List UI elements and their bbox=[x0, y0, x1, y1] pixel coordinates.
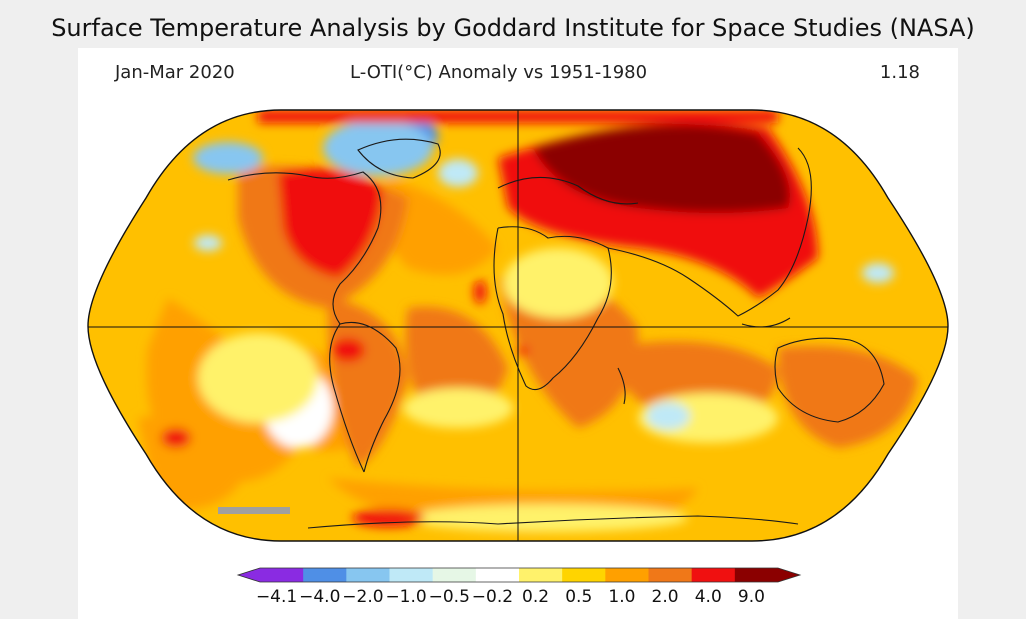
colorbar-tick-label: −2.0 bbox=[342, 587, 384, 607]
region-4-red-sea bbox=[474, 280, 486, 304]
colorbar-tick-label: 4.0 bbox=[694, 587, 722, 607]
colorbar-tick-label: 0.5 bbox=[565, 587, 593, 607]
colorbar-segment bbox=[562, 568, 606, 582]
map-panel: Jan-Mar 2020 L-OTI(°C) Anomaly vs 1951-1… bbox=[78, 48, 958, 619]
colorbar-outline bbox=[236, 567, 802, 583]
region-neg05-pacific-west bbox=[194, 235, 222, 251]
colorbar-tick-label: −0.2 bbox=[471, 587, 514, 607]
period-label: Jan-Mar 2020 bbox=[115, 62, 235, 83]
colorbar-segments bbox=[236, 567, 802, 583]
colorbar-arrow-right bbox=[778, 568, 800, 582]
colorbar-segment bbox=[519, 568, 563, 582]
colorbar-tick-label: −4.0 bbox=[299, 587, 341, 607]
colorbar-segment bbox=[734, 568, 779, 582]
page-title: Surface Temperature Analysis by Goddard … bbox=[51, 14, 975, 42]
region-4-amazon bbox=[331, 338, 365, 362]
region-02-sahara bbox=[503, 248, 613, 318]
region-2-africa bbox=[498, 276, 638, 428]
colorbar-segment bbox=[691, 568, 736, 582]
colorbar-tick-label: 2.0 bbox=[651, 587, 679, 607]
region-9-siberia bbox=[533, 124, 790, 213]
region-neg05-indian bbox=[646, 402, 690, 430]
region-4-south-pacific bbox=[161, 428, 191, 448]
region-1-north-atlantic bbox=[381, 178, 498, 275]
missing-data-patch bbox=[218, 507, 290, 514]
colorbar-segment bbox=[648, 568, 693, 582]
region-neg1-greenland bbox=[323, 120, 433, 176]
coastlines bbox=[227, 138, 885, 529]
colorbar-segment bbox=[303, 568, 347, 582]
region-02-antarctic-edge bbox=[408, 504, 688, 532]
region-neg05-pacific-east bbox=[862, 263, 894, 283]
colorbar-segment bbox=[475, 568, 520, 582]
anomaly-map bbox=[87, 109, 949, 542]
colorbar-tick-label: −0.5 bbox=[428, 587, 470, 607]
colorbar-arrow-left bbox=[238, 568, 260, 582]
colorbar-segment bbox=[389, 568, 434, 582]
colorbar-segment bbox=[432, 568, 477, 582]
region-neg05-atlantic bbox=[438, 159, 478, 187]
colorbar-tick-label: −1.0 bbox=[385, 587, 427, 607]
region-02-south-atlantic bbox=[403, 388, 513, 428]
region-1-australia bbox=[778, 346, 918, 448]
colorbar-tick-label: 0.2 bbox=[522, 587, 550, 607]
region-4-eastern-us bbox=[278, 168, 383, 278]
region-02-south-pacific bbox=[198, 333, 318, 423]
region-4-central-africa bbox=[517, 346, 529, 356]
colorbar-tick-label: −4.1 bbox=[255, 587, 298, 607]
colorbar bbox=[236, 567, 802, 583]
globe-outline bbox=[87, 109, 949, 542]
colorbar-segment bbox=[346, 568, 390, 582]
colorbar-tick-label: 1.0 bbox=[608, 587, 636, 607]
colorbar-segment bbox=[605, 568, 649, 582]
global-mean-value: 1.18 bbox=[879, 62, 920, 83]
region-neg1-alaska bbox=[193, 142, 263, 174]
colorbar-tick-label: 9.0 bbox=[737, 587, 765, 607]
colorbar-segment bbox=[260, 568, 304, 582]
anomaly-description: L-OTI(°C) Anomaly vs 1951-1980 bbox=[350, 62, 648, 83]
